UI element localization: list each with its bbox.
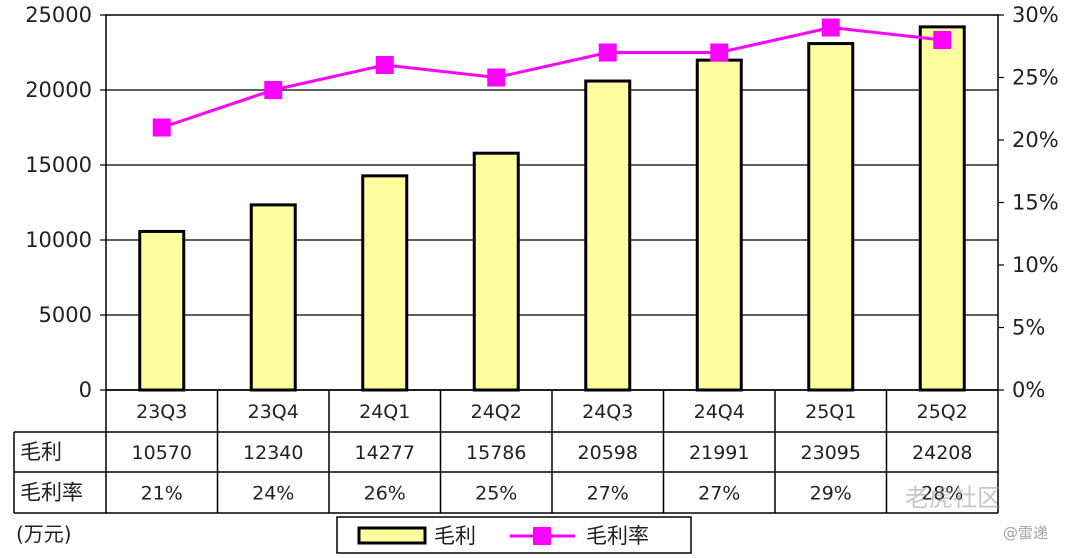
- right-tick-label: 0%: [1012, 378, 1045, 402]
- line-marker: [933, 31, 952, 49]
- right-tick-label: 10%: [1012, 253, 1059, 277]
- data-label: 29%: [810, 483, 852, 505]
- right-tick-label: 25%: [1012, 66, 1059, 90]
- category-label: 25Q1: [805, 401, 856, 423]
- legend-bar-label: 毛利: [434, 524, 476, 548]
- category-label: 24Q3: [582, 401, 633, 423]
- table-row-label: 毛利: [20, 440, 62, 464]
- plot-frame: [105, 14, 999, 391]
- watermark-credit: @雷递: [1003, 524, 1049, 542]
- category-label: 25Q2: [917, 401, 968, 423]
- data-label: 23095: [801, 442, 861, 464]
- category-label: 23Q4: [248, 401, 299, 423]
- bar: [249, 203, 297, 392]
- data-label: 12340: [243, 442, 303, 464]
- unit-label: (万元): [16, 522, 72, 546]
- category-label: 24Q1: [359, 401, 410, 423]
- data-label: 21991: [689, 442, 749, 464]
- right-tick-label: 5%: [1012, 316, 1045, 340]
- line-marker: [710, 43, 729, 62]
- table-row-label: 毛利率: [20, 481, 83, 505]
- category-label: 24Q2: [471, 401, 522, 423]
- line-marker: [487, 68, 506, 87]
- data-label: 10570: [132, 442, 192, 464]
- data-label: 24208: [912, 442, 972, 464]
- left-tick-label: 5000: [39, 303, 92, 327]
- data-label: 27%: [698, 483, 740, 505]
- data-label: 21%: [141, 483, 183, 505]
- left-tick-label: 25000: [25, 3, 92, 27]
- right-tick-label: 15%: [1012, 191, 1059, 215]
- right-tick-label: 20%: [1012, 128, 1059, 152]
- bar: [918, 25, 966, 392]
- watermark-text: 老虎社区: [905, 484, 1001, 512]
- data-label: 28%: [921, 483, 963, 505]
- left-tick-label: 10000: [25, 228, 92, 252]
- left-tick-label: 0: [79, 378, 92, 402]
- bar: [138, 229, 186, 392]
- data-label: 15786: [466, 442, 526, 464]
- bar: [584, 79, 632, 392]
- line-marker: [598, 43, 617, 62]
- bar: [807, 42, 855, 392]
- line-marker: [375, 56, 394, 74]
- bar: [472, 151, 520, 392]
- bar: [361, 174, 409, 392]
- category-label: 24Q4: [694, 401, 745, 423]
- category-label: 23Q3: [136, 401, 187, 423]
- left-tick-label: 20000: [25, 78, 92, 102]
- bar: [695, 58, 743, 392]
- left-tick-label: 15000: [25, 153, 92, 177]
- line-marker: [152, 118, 171, 137]
- data-label: 25%: [475, 483, 517, 505]
- line-marker: [264, 81, 283, 99]
- data-label: 20598: [578, 442, 638, 464]
- right-tick-label: 30%: [1012, 3, 1059, 27]
- data-label: 27%: [587, 483, 629, 505]
- legend-line-label: 毛利率: [586, 524, 649, 548]
- line-series: [161, 25, 943, 129]
- data-label: 14277: [355, 442, 415, 464]
- data-label: 26%: [364, 483, 406, 505]
- line-marker: [821, 18, 840, 37]
- data-label: 24%: [252, 483, 294, 505]
- legend-line-marker: [533, 527, 551, 545]
- legend-bar-swatch: [357, 526, 427, 545]
